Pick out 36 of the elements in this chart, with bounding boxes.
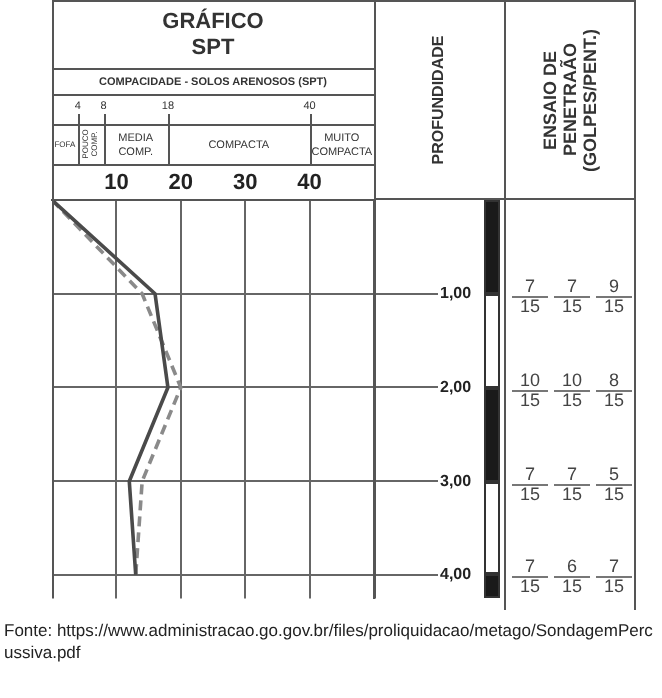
text: 15 [603, 389, 624, 410]
text: 7 [608, 556, 619, 577]
text: 10 [519, 369, 540, 390]
y-tick-label: 4,00 [440, 565, 473, 584]
y-tick-label: 3,00 [440, 471, 473, 490]
chart-title: GRÁFICO SPT [162, 8, 265, 61]
text: 7 [524, 556, 535, 577]
y-axis-title: PROFUNDIDADE [429, 34, 448, 165]
text: 15 [519, 483, 540, 504]
text: 15 [561, 483, 582, 504]
text: 15 [603, 483, 624, 504]
text: 5 [608, 463, 619, 484]
y-tick-label: 1,00 [440, 284, 473, 303]
text: 15 [519, 389, 540, 410]
text: 15 [561, 295, 582, 316]
x-tick-label: 20 [168, 170, 194, 195]
text: 15 [603, 576, 624, 597]
text: 7 [566, 275, 577, 296]
text: 15 [519, 295, 540, 316]
text: 9 [608, 275, 619, 296]
text: 15 [519, 576, 540, 597]
x-tick-label: 40 [297, 170, 322, 195]
text: 7 [566, 463, 577, 484]
y-tick-label: 2,00 [440, 377, 473, 396]
text: 10 [561, 369, 582, 390]
text: 7 [524, 275, 535, 296]
text: 8 [608, 369, 619, 390]
text: 15 [561, 576, 582, 597]
x-tick-label: 30 [232, 170, 258, 195]
source-note: Fonte: https://www.administracao.go.gov.br/files/proliquidacao/metago/SondagemPercussiva.pdf [4, 620, 655, 664]
text: 15 [561, 389, 582, 410]
text: 6 [566, 556, 577, 577]
text: 7 [524, 463, 535, 484]
text: 15 [603, 295, 624, 316]
x-tick-label: 10 [104, 170, 129, 195]
text: ENSAIO DE PENETRAÃO (GOLPES/PENT.) [540, 26, 600, 176]
